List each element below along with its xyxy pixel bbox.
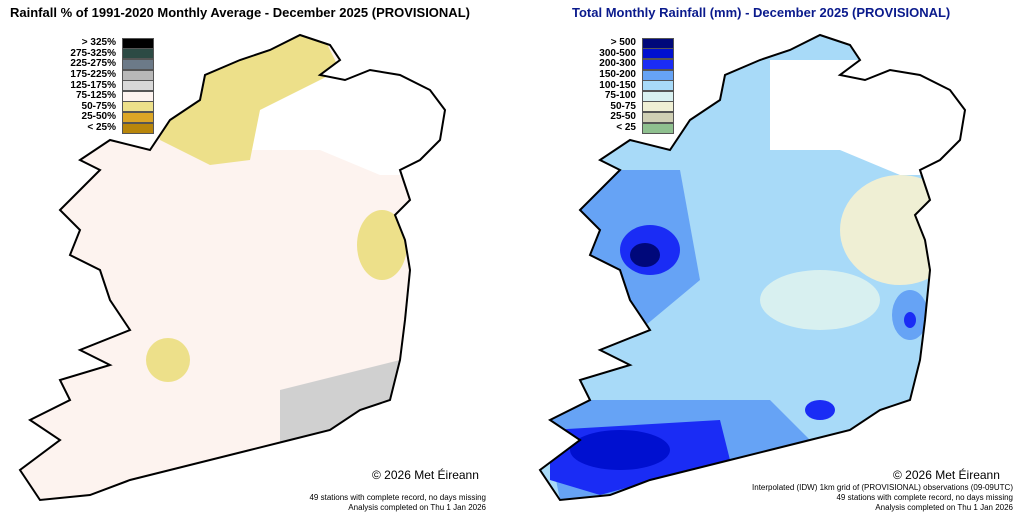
legend-swatch — [122, 48, 154, 60]
legend-label: 225-275% — [70, 58, 116, 70]
legend-swatch — [642, 111, 674, 123]
legend-label: 125-175% — [70, 79, 116, 91]
left-map-title: Rainfall % of 1991-2020 Monthly Average … — [10, 5, 470, 20]
legend-swatch — [122, 69, 154, 81]
legend-swatch — [642, 69, 674, 81]
left-copyright: © 2026 Met Éireann — [372, 468, 479, 482]
legend-swatch — [122, 111, 154, 123]
legend-label: 275-325% — [70, 47, 116, 59]
legend-swatch — [122, 37, 154, 49]
legend-item: 275-325% — [56, 47, 154, 60]
legend-label: < 25 — [616, 122, 636, 134]
legend-label: 100-150 — [599, 79, 636, 91]
legend-item: 300-500 — [576, 47, 674, 60]
legend-item: 100-150 — [576, 79, 674, 92]
legend-swatch — [122, 80, 154, 92]
legend-swatch — [642, 37, 674, 49]
legend-swatch — [642, 122, 674, 134]
footer-line: Interpolated (IDW) 1km grid of (PROVISIO… — [752, 483, 1013, 492]
legend-label: 150-200 — [599, 69, 636, 81]
legend-swatch — [122, 58, 154, 70]
legend-label: 175-225% — [70, 69, 116, 81]
legend-item: > 500 — [576, 37, 674, 49]
legend-item: 75-100 — [576, 90, 674, 102]
right-copyright: © 2026 Met Éireann — [893, 468, 1000, 482]
legend-label: 200-300 — [599, 58, 636, 70]
legend-item: 50-75% — [56, 100, 154, 113]
legend-label: 50-75 — [610, 100, 636, 112]
legend-item: > 325% — [56, 37, 154, 49]
legend-label: > 500 — [610, 37, 636, 49]
footer-line: Analysis completed on Thu 1 Jan 2026 — [875, 503, 1013, 512]
legend-item: 25-50 — [576, 111, 674, 123]
right-map-title: Total Monthly Rainfall (mm) - December 2… — [572, 5, 951, 20]
legend-swatch — [122, 101, 154, 113]
right-footer: Interpolated (IDW) 1km grid of (PROVISIO… — [752, 483, 1013, 513]
legend-item: 200-300 — [576, 58, 674, 70]
legend-swatch — [122, 90, 154, 102]
legend-item: 225-275% — [56, 58, 154, 70]
legend-label: 25-50 — [610, 111, 636, 123]
legend-item: 25-50% — [56, 111, 154, 123]
legend-swatch — [642, 80, 674, 92]
footer-line: 49 stations with complete record, no day… — [836, 493, 1013, 502]
legend-label: < 25% — [87, 122, 116, 134]
legend-label: 75-100 — [604, 90, 636, 102]
legend-item: < 25% — [56, 122, 154, 134]
legend-item: 175-225% — [56, 69, 154, 81]
legend-swatch — [642, 101, 674, 113]
legend-swatch — [642, 48, 674, 60]
legend-swatch — [642, 90, 674, 102]
legend-label: 300-500 — [599, 47, 636, 59]
footer-line: 49 stations with complete record, no day… — [309, 493, 486, 502]
left-footer: 49 stations with complete record, no day… — [309, 493, 486, 513]
legend-label: > 325% — [81, 37, 116, 49]
legend-item: 50-75 — [576, 100, 674, 113]
legend-label: 25-50% — [81, 111, 116, 123]
footer-line: Analysis completed on Thu 1 Jan 2026 — [348, 503, 486, 512]
legend-swatch — [642, 58, 674, 70]
legend-item: 150-200 — [576, 69, 674, 81]
legend-item: 125-175% — [56, 79, 154, 92]
right-legend: > 500 300-500 200-300 150-200 100-150 75-100 5… — [576, 37, 674, 134]
legend-label: 50-75% — [81, 100, 116, 112]
legend-label: 75-125% — [75, 90, 116, 102]
left-legend: > 325% 275-325% 225-275% 175-225% 125-175% 75… — [56, 37, 154, 134]
legend-item: 75-125% — [56, 90, 154, 102]
legend-swatch — [122, 122, 154, 134]
legend-item: < 25 — [576, 122, 674, 134]
